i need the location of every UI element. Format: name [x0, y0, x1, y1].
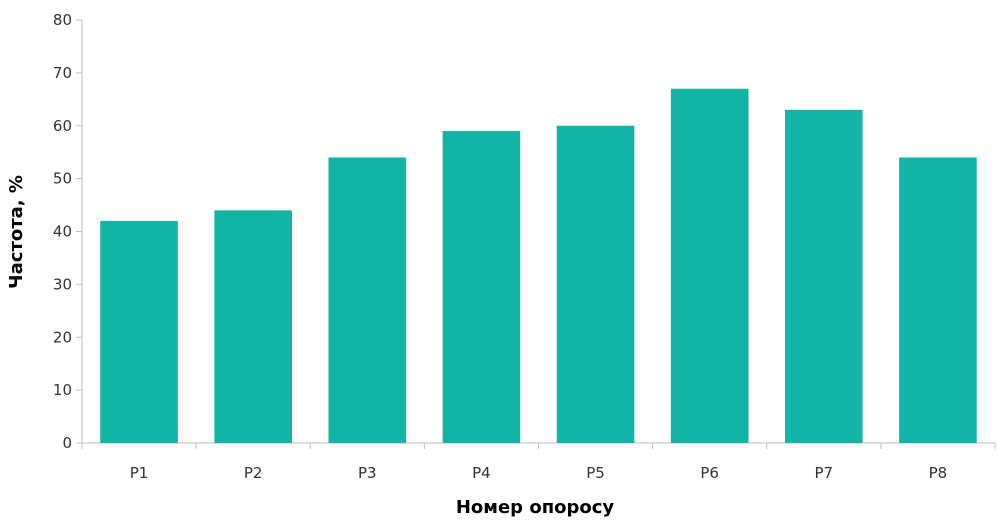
x-tick-label: P2 [244, 464, 263, 482]
y-tick-label: 70 [53, 64, 72, 82]
y-axis: 0 10 20 30 40 50 60 70 80 [53, 11, 83, 452]
x-tick-label: P8 [929, 464, 948, 482]
x-tick-label: P4 [472, 464, 491, 482]
x-tick-label: P6 [700, 464, 719, 482]
bars [100, 88, 977, 444]
bar-p2 [214, 210, 292, 443]
y-tick-label: 40 [53, 223, 72, 241]
y-tick-label: 10 [53, 381, 72, 399]
bar-p4 [442, 131, 521, 443]
x-tick-label: P5 [586, 464, 605, 482]
y-tick-label: 30 [53, 275, 72, 293]
bar-p7 [785, 109, 863, 443]
x-axis: P1 P2 P3 P4 P5 P6 P7 P8 [81, 442, 996, 482]
x-axis-title: Номер опоросу [456, 497, 615, 518]
bar-p6 [670, 88, 749, 444]
x-tick-label: P7 [815, 464, 834, 482]
y-tick-label: 0 [62, 434, 72, 452]
bar-p3 [328, 157, 407, 443]
bar-p5 [556, 125, 635, 443]
x-tick-label: P3 [358, 464, 377, 482]
y-tick-label: 20 [53, 328, 72, 346]
bar-p8 [899, 157, 977, 443]
y-axis-title: Частота, % [6, 175, 27, 289]
y-tick-label: 80 [53, 11, 72, 29]
bar-p1 [100, 220, 178, 443]
x-tick-label: P1 [130, 464, 149, 482]
y-tick-label: 50 [53, 170, 72, 188]
y-tick-label: 60 [53, 117, 72, 135]
